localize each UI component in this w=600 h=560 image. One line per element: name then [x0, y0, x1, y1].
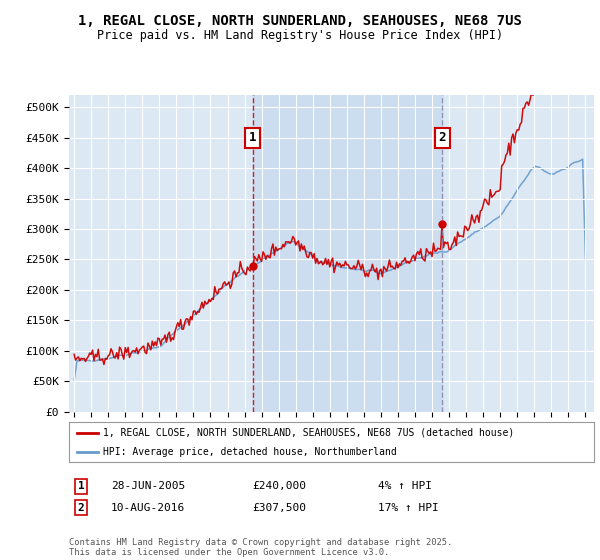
Text: 17% ↑ HPI: 17% ↑ HPI: [378, 503, 439, 513]
Text: 1: 1: [249, 131, 256, 144]
Text: £307,500: £307,500: [252, 503, 306, 513]
Text: 1, REGAL CLOSE, NORTH SUNDERLAND, SEAHOUSES, NE68 7US: 1, REGAL CLOSE, NORTH SUNDERLAND, SEAHOU…: [78, 14, 522, 28]
Text: Price paid vs. HM Land Registry's House Price Index (HPI): Price paid vs. HM Land Registry's House …: [97, 29, 503, 42]
Text: 2: 2: [77, 503, 85, 513]
Text: 4% ↑ HPI: 4% ↑ HPI: [378, 481, 432, 491]
Text: 1, REGAL CLOSE, NORTH SUNDERLAND, SEAHOUSES, NE68 7US (detached house): 1, REGAL CLOSE, NORTH SUNDERLAND, SEAHOU…: [103, 428, 514, 437]
Text: HPI: Average price, detached house, Northumberland: HPI: Average price, detached house, Nort…: [103, 447, 397, 457]
Text: 2: 2: [439, 131, 446, 144]
Bar: [253, 95, 442, 412]
Text: Contains HM Land Registry data © Crown copyright and database right 2025.
This d: Contains HM Land Registry data © Crown c…: [69, 538, 452, 557]
Text: 1: 1: [77, 481, 85, 491]
Text: 10-AUG-2016: 10-AUG-2016: [111, 503, 185, 513]
Text: £240,000: £240,000: [252, 481, 306, 491]
Text: 28-JUN-2005: 28-JUN-2005: [111, 481, 185, 491]
